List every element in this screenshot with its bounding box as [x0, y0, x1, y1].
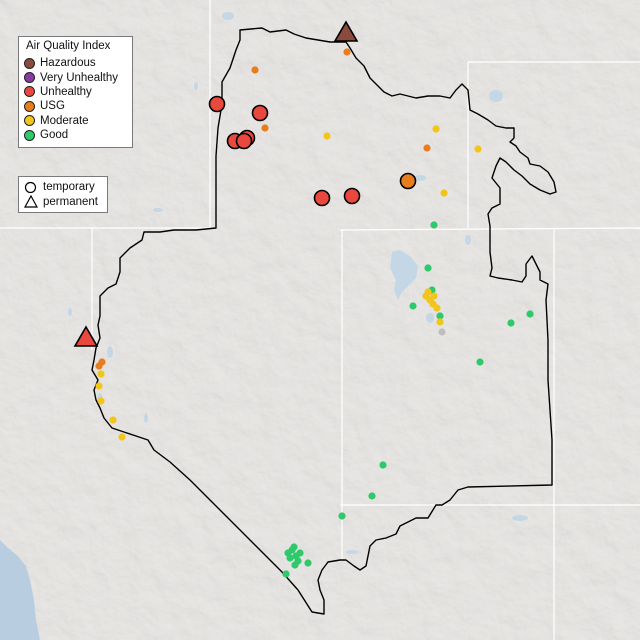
legend-title: Air Quality Index [26, 40, 111, 52]
good-temporary-monitor[interactable] [368, 492, 376, 500]
moderate-temporary-monitor[interactable] [432, 125, 440, 133]
legend-label: Unhealthy [40, 85, 92, 98]
legend-item-unhealthy: Unhealthy [24, 85, 126, 99]
legend-label: USG [40, 100, 65, 113]
good-temporary-monitor[interactable] [436, 312, 444, 320]
good-temporary-monitor[interactable] [296, 549, 304, 557]
legend-item-very-unhealthy: Very Unhealthy [24, 70, 126, 84]
triangle-icon [24, 195, 38, 208]
flathead-lake [222, 12, 234, 20]
very-unhealthy-swatch [24, 72, 35, 84]
american-falls-reservoir [414, 175, 426, 181]
hazardous-permanent-monitor[interactable] [333, 20, 359, 42]
usg-temporary-monitor[interactable] [343, 48, 351, 56]
unhealthy-temporary-monitor[interactable] [343, 187, 361, 205]
pyramid-lake [107, 346, 113, 358]
legend-item-good: Good [24, 128, 126, 142]
cascade-reservoir [194, 82, 198, 90]
legend-label: Moderate [40, 114, 89, 127]
usg-temporary-monitor[interactable] [423, 144, 431, 152]
legend-label: temporary [43, 181, 95, 194]
good-temporary-monitor[interactable] [338, 512, 346, 520]
good-temporary-monitor[interactable] [476, 358, 484, 366]
moderate-temporary-monitor[interactable] [433, 304, 441, 312]
unhealthy-temporary-monitor[interactable] [313, 189, 331, 207]
yellowstone-lake [489, 90, 503, 102]
good-temporary-monitor[interactable] [304, 559, 312, 567]
unhealthy-swatch [24, 86, 35, 98]
no-data-temporary-monitor[interactable] [438, 328, 446, 336]
bear-lake [465, 235, 471, 245]
good-temporary-monitor[interactable] [430, 221, 438, 229]
legend-label: Hazardous [40, 57, 96, 70]
region-outline [91, 27, 557, 615]
malheur-lake [153, 208, 163, 212]
great-salt-lake [390, 250, 418, 300]
good-temporary-monitor[interactable] [424, 264, 432, 272]
good-temporary-monitor[interactable] [284, 549, 292, 557]
moderate-temporary-monitor[interactable] [323, 132, 331, 140]
usg-temporary-monitor[interactable] [95, 362, 103, 370]
good-temporary-monitor[interactable] [282, 570, 290, 578]
legend-label: permanent [43, 195, 98, 208]
good-temporary-monitor[interactable] [291, 561, 299, 569]
legend-label: Good [40, 129, 69, 142]
good-swatch [24, 129, 35, 141]
aqi-markers [73, 20, 534, 578]
moderate-temporary-monitor[interactable] [436, 318, 444, 326]
legend-item-permanent: permanent [24, 194, 101, 208]
lake-powell [512, 515, 528, 521]
salton-area-lake [68, 308, 72, 316]
moderate-temporary-monitor[interactable] [474, 145, 482, 153]
good-temporary-monitor[interactable] [290, 543, 298, 551]
legend-label: Very Unhealthy [40, 71, 118, 84]
pacific-ocean [0, 540, 40, 640]
unhealthy-temporary-monitor[interactable] [251, 104, 269, 122]
legend-item-hazardous: Hazardous [24, 56, 126, 70]
moderate-swatch [24, 115, 35, 127]
moderate-temporary-monitor[interactable] [97, 397, 105, 405]
usg-temporary-monitor[interactable] [251, 66, 259, 74]
moderate-temporary-monitor[interactable] [440, 189, 448, 197]
moderate-temporary-monitor[interactable] [430, 292, 438, 300]
legend-item-usg: USG [24, 99, 126, 113]
good-temporary-monitor[interactable] [507, 319, 515, 327]
moderate-temporary-monitor[interactable] [109, 416, 117, 424]
legend-item-temporary: temporary [24, 180, 101, 194]
legend-item-moderate: Moderate [24, 114, 126, 128]
good-temporary-monitor[interactable] [526, 310, 534, 318]
utah-lake [426, 313, 434, 323]
good-temporary-monitor[interactable] [409, 302, 417, 310]
circle-icon [24, 181, 38, 194]
unhealthy-temporary-monitor[interactable] [208, 95, 226, 113]
walker-lake [144, 413, 148, 423]
usg-temporary-monitor[interactable] [399, 172, 417, 190]
moderate-temporary-monitor[interactable] [424, 288, 432, 296]
usg-swatch [24, 100, 35, 112]
lake-mead [346, 550, 358, 554]
moderate-temporary-monitor[interactable] [118, 433, 126, 441]
monitor-type-legend: temporary permanent [18, 176, 108, 213]
unhealthy-permanent-monitor[interactable] [73, 325, 99, 347]
moderate-temporary-monitor[interactable] [95, 382, 103, 390]
moderate-temporary-monitor[interactable] [97, 370, 105, 378]
hazardous-swatch [24, 57, 35, 69]
aqi-legend: Air Quality Index Hazardous Very Unhealt… [18, 36, 133, 148]
good-temporary-monitor[interactable] [379, 461, 387, 469]
unhealthy-temporary-monitor[interactable] [235, 132, 253, 150]
usg-temporary-monitor[interactable] [261, 124, 269, 132]
